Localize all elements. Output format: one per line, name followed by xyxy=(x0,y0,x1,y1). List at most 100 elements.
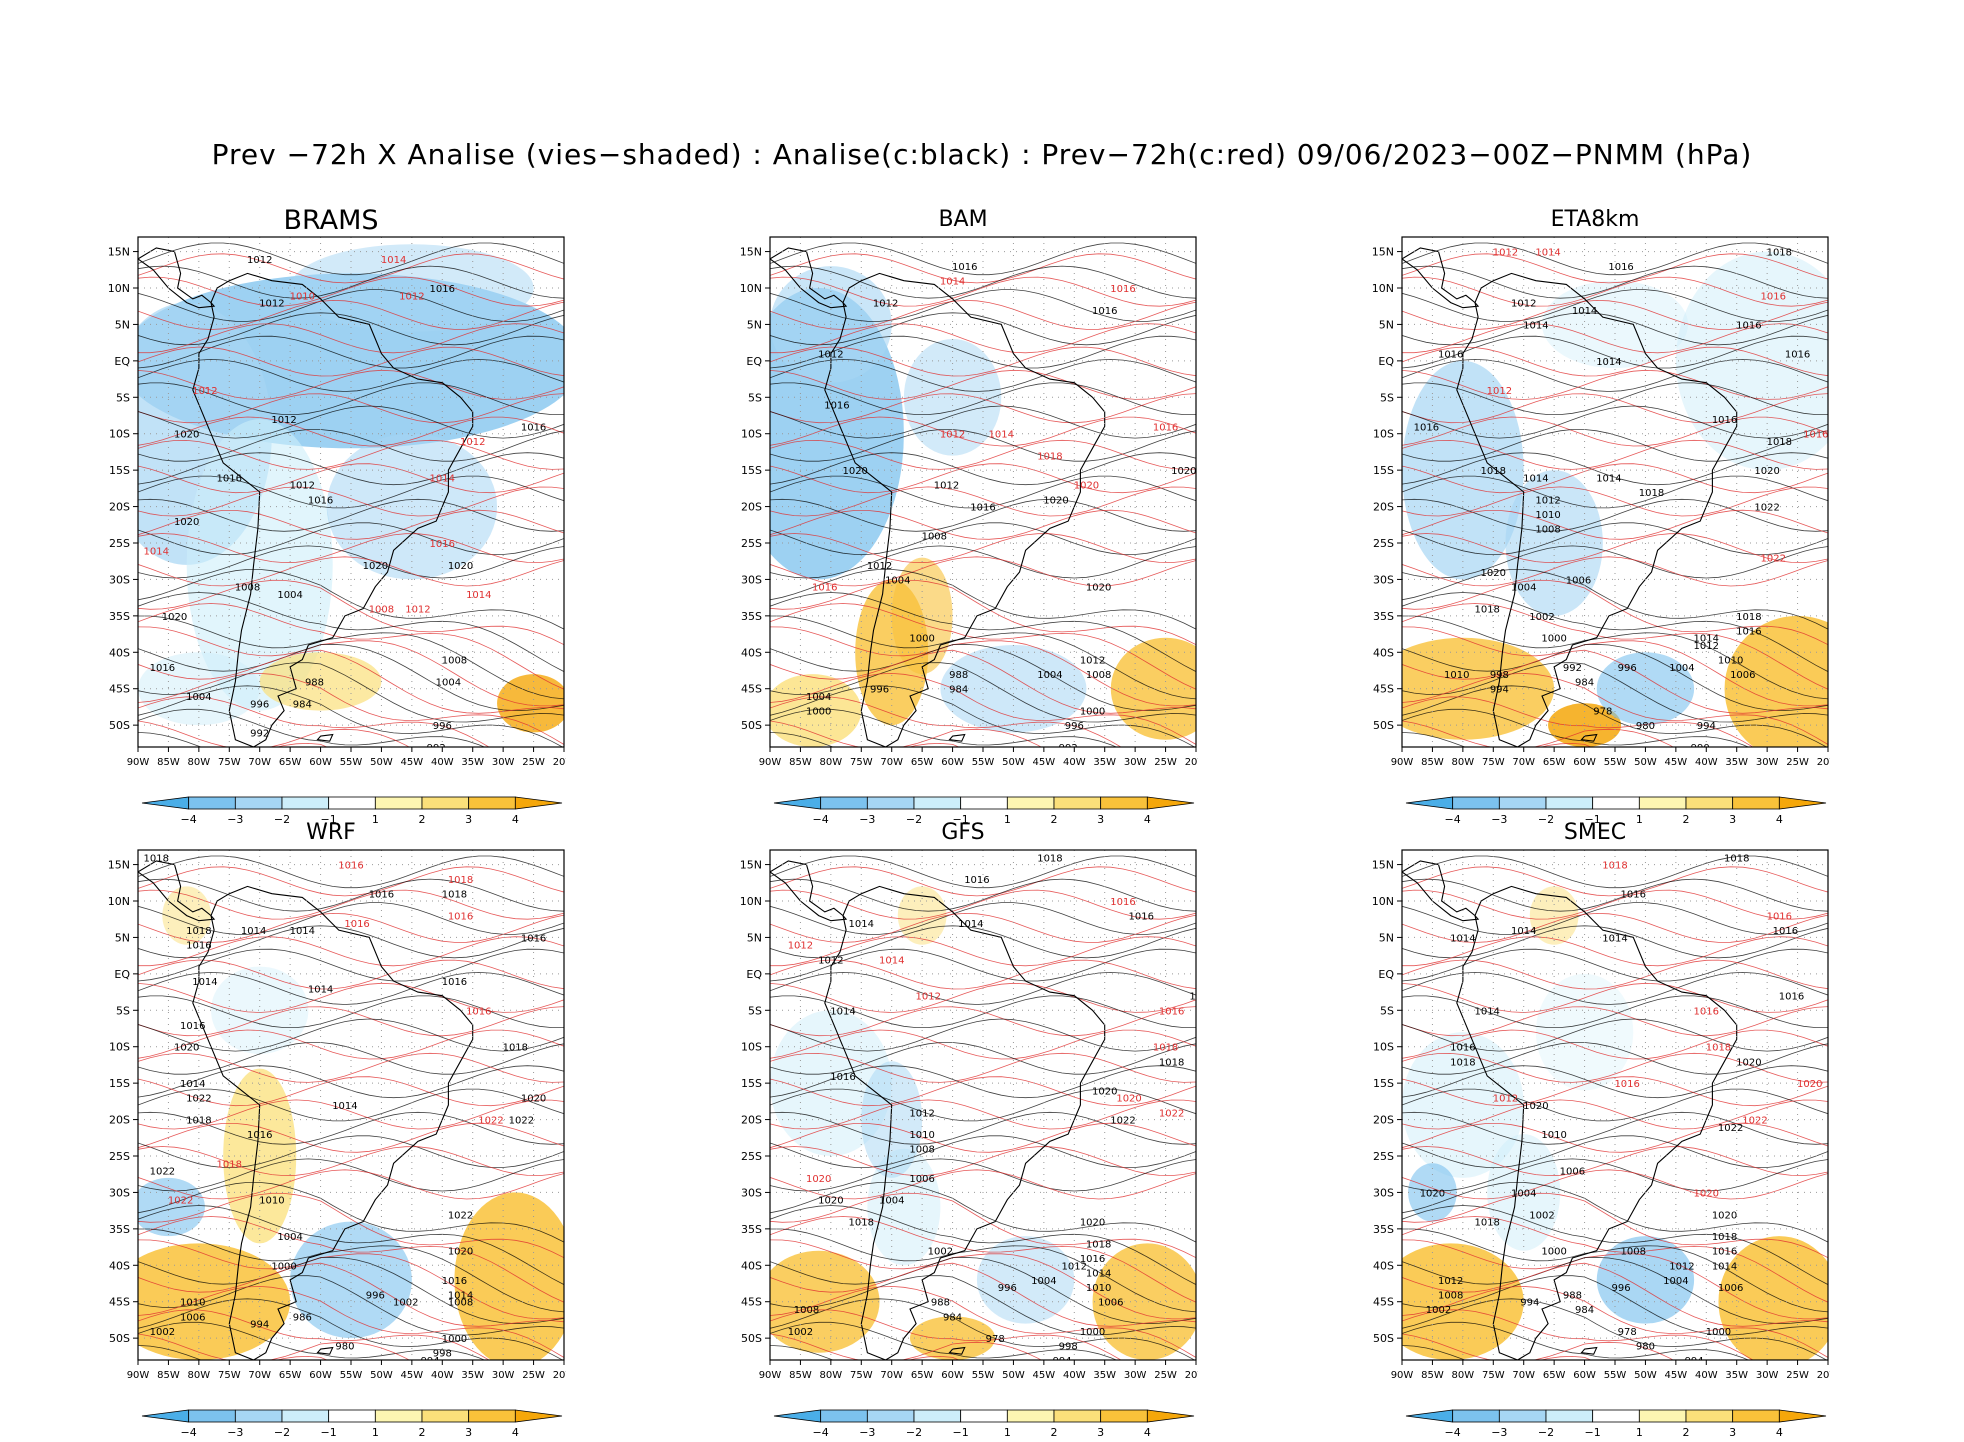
analysis-contour xyxy=(1402,1275,1828,1336)
lat-label: 50S xyxy=(741,1332,762,1345)
lat-label: 50S xyxy=(741,719,762,732)
forecast-contour xyxy=(770,1076,1196,1107)
lat-label: EQ xyxy=(746,355,762,368)
analysis-contour xyxy=(770,855,1196,889)
forecast-contour xyxy=(138,1169,564,1200)
analysis-contour xyxy=(138,708,486,747)
contour-label: 1020 xyxy=(1754,466,1779,477)
lon-label: 40W xyxy=(1063,1370,1086,1381)
colorbar-swatch xyxy=(1405,1409,1454,1423)
contour-label: 1016 xyxy=(1110,284,1135,295)
analysis-contour xyxy=(1402,592,1828,672)
map-area: 1016 1014 1016 1016 1012 1012 1016 1012 1014 1016… xyxy=(770,237,1196,747)
contour-label: 1020 xyxy=(806,1174,831,1185)
colorbar-tick-label: −2 xyxy=(1538,813,1554,826)
colorbar-swatch xyxy=(1100,1409,1148,1423)
colorbar: −4 −3 −2 −1 1 2 3 4 xyxy=(773,1409,1195,1439)
forecast-contour xyxy=(138,1216,564,1303)
lon-label: 30W xyxy=(1124,1370,1147,1381)
contour-label: 1014 xyxy=(1511,926,1536,937)
colorbar-swatch xyxy=(421,796,470,810)
contour-label: 1000 xyxy=(806,707,831,718)
colorbar: −4 −3 −2 −1 1 2 3 4 xyxy=(1405,1409,1827,1439)
analysis-contour xyxy=(1402,971,1828,1005)
panel-title: ETA8km xyxy=(1550,207,1640,232)
colorbar-tick-label: 4 xyxy=(1144,1426,1151,1439)
lon-label: 75W xyxy=(1482,757,1505,768)
analysis-contour xyxy=(138,1275,564,1336)
contour-label: 1018 xyxy=(1712,1232,1737,1243)
lon-label: 65W xyxy=(1543,1370,1566,1381)
analysis-contour xyxy=(1402,522,1828,555)
colorbar-swatch xyxy=(913,796,962,810)
lat-label: 40S xyxy=(741,1259,762,1272)
contour-label: 1022 xyxy=(186,1094,211,1105)
colorbar-swatch xyxy=(188,796,236,810)
forecast-contour xyxy=(770,346,1196,377)
contour-label: 984 xyxy=(943,1312,962,1323)
lon-label: 20W xyxy=(1185,1370,1198,1381)
colorbar-swatch xyxy=(281,796,330,810)
colorbar-swatch xyxy=(820,796,868,810)
lat-label: 10S xyxy=(109,1041,130,1054)
contour-label: 1020 xyxy=(174,517,199,528)
contour-label: 996 xyxy=(1065,721,1084,732)
forecast-contour xyxy=(138,556,564,587)
analysis-contour xyxy=(138,405,564,439)
colorbar-swatch xyxy=(468,1409,516,1423)
contour-label: 994 xyxy=(1053,1356,1072,1367)
contour-label: 1014 xyxy=(1712,1261,1737,1272)
colorbar-tick-label: 1 xyxy=(1636,813,1643,826)
contour-label: 1016 xyxy=(150,663,175,674)
analysis-contour xyxy=(770,1275,1196,1336)
contour-label: 1010 xyxy=(1541,1130,1566,1141)
colorbar-tick-label: −2 xyxy=(1538,1426,1554,1439)
lon-label: 50W xyxy=(1634,1370,1657,1381)
map-area: 1012 1014 1016 1012 1012 1010 1012 1016 1020 1012… xyxy=(138,237,564,747)
coastline xyxy=(824,272,1106,747)
colorbar-tick-label: −2 xyxy=(274,1426,290,1439)
contour-label: 1008 xyxy=(448,1298,473,1309)
colorbar-tick-label: 2 xyxy=(419,1426,426,1439)
contour-label: 994 xyxy=(1490,685,1509,696)
contour-label: 1020 xyxy=(1694,1188,1719,1199)
analysis-contour xyxy=(1402,878,1828,912)
lat-label: 10N xyxy=(1372,895,1394,908)
forecast-contour xyxy=(1402,346,1828,377)
lon-label: 45W xyxy=(401,757,424,768)
analysis-contour xyxy=(770,1298,1196,1360)
contour-label: 1016 xyxy=(1129,912,1154,923)
lon-label: 60W xyxy=(309,757,332,768)
forecast-contour xyxy=(770,486,1196,517)
lat-label: EQ xyxy=(746,968,762,981)
lat-label: 10S xyxy=(741,428,762,441)
bias-shading xyxy=(1402,637,1555,740)
analysis-contour xyxy=(770,289,1196,322)
lon-label: 65W xyxy=(279,757,302,768)
lon-label: 20W xyxy=(553,1370,566,1381)
lon-label: 30W xyxy=(1124,757,1147,768)
contour-label: 994 xyxy=(1520,1298,1539,1309)
analysis-contour xyxy=(770,265,1196,299)
lon-label: 20W xyxy=(553,757,566,768)
contour-label: 1016 xyxy=(1803,430,1828,441)
contour-label: 994 xyxy=(1685,1356,1704,1367)
bias-shading xyxy=(940,645,1087,733)
forecast-contour xyxy=(1402,463,1828,494)
analysis-contour xyxy=(1402,1205,1828,1285)
lat-label: 5N xyxy=(747,318,762,331)
contour-label: 1006 xyxy=(180,1312,205,1323)
contour-label: 996 xyxy=(366,1290,385,1301)
colorbar-swatch xyxy=(421,1409,470,1423)
contour-label: 1004 xyxy=(277,1232,302,1243)
contour-label: 1006 xyxy=(1560,1167,1585,1178)
contour-label: 1016 xyxy=(1189,992,1198,1003)
contour-label: 1008 xyxy=(922,532,947,543)
lat-label: 20S xyxy=(741,501,762,514)
lon-label: 30W xyxy=(492,1370,515,1381)
lat-label: 20S xyxy=(1373,1114,1394,1127)
forecast-contour xyxy=(1402,696,1754,747)
forecast-contour xyxy=(1402,369,1828,400)
colorbar-swatch xyxy=(1053,1409,1102,1423)
